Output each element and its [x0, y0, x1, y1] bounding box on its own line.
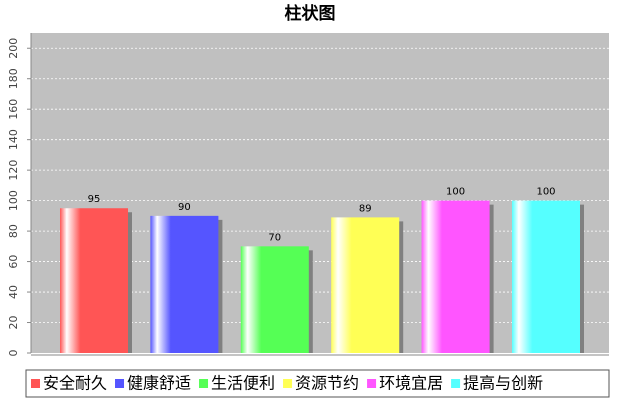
value-label: 70	[268, 232, 281, 243]
legend-swatch	[367, 379, 377, 388]
bar	[240, 246, 309, 353]
value-label: 100	[536, 187, 555, 198]
y-tick-label: 80	[7, 224, 20, 238]
y-tick-label: 100	[7, 190, 20, 211]
bar	[331, 217, 400, 353]
legend-label: 提高与创新	[463, 374, 543, 393]
legend-swatch	[451, 379, 461, 388]
legend-swatch	[115, 379, 125, 388]
y-tick-label: 200	[7, 38, 20, 59]
legend-label: 资源节约	[295, 374, 359, 393]
legend-swatch	[199, 379, 209, 388]
y-tick-label: 0	[7, 350, 20, 357]
legend-label: 生活便利	[211, 374, 275, 393]
legend-label: 健康舒适	[127, 374, 191, 393]
value-label: 89	[359, 203, 372, 214]
legend-label: 安全耐久	[43, 374, 107, 393]
y-tick-label: 20	[7, 316, 20, 330]
value-label: 100	[446, 187, 465, 198]
y-tick-label: 140	[7, 129, 20, 150]
value-label: 95	[88, 194, 101, 205]
y-tick-label: 120	[7, 160, 20, 181]
legend-label: 环境宜居	[379, 374, 443, 393]
y-tick-label: 40	[7, 285, 20, 299]
legend-swatch	[31, 379, 40, 388]
bar	[60, 208, 128, 353]
bar	[421, 200, 490, 353]
y-tick-label: 160	[7, 99, 20, 120]
value-label: 90	[178, 202, 191, 213]
y-tick-label: 60	[7, 255, 20, 269]
bar	[150, 215, 219, 353]
legend-swatch	[283, 379, 293, 388]
y-tick-label: 180	[7, 68, 20, 89]
chart-title: 柱状图	[285, 3, 336, 24]
bar	[512, 200, 580, 353]
